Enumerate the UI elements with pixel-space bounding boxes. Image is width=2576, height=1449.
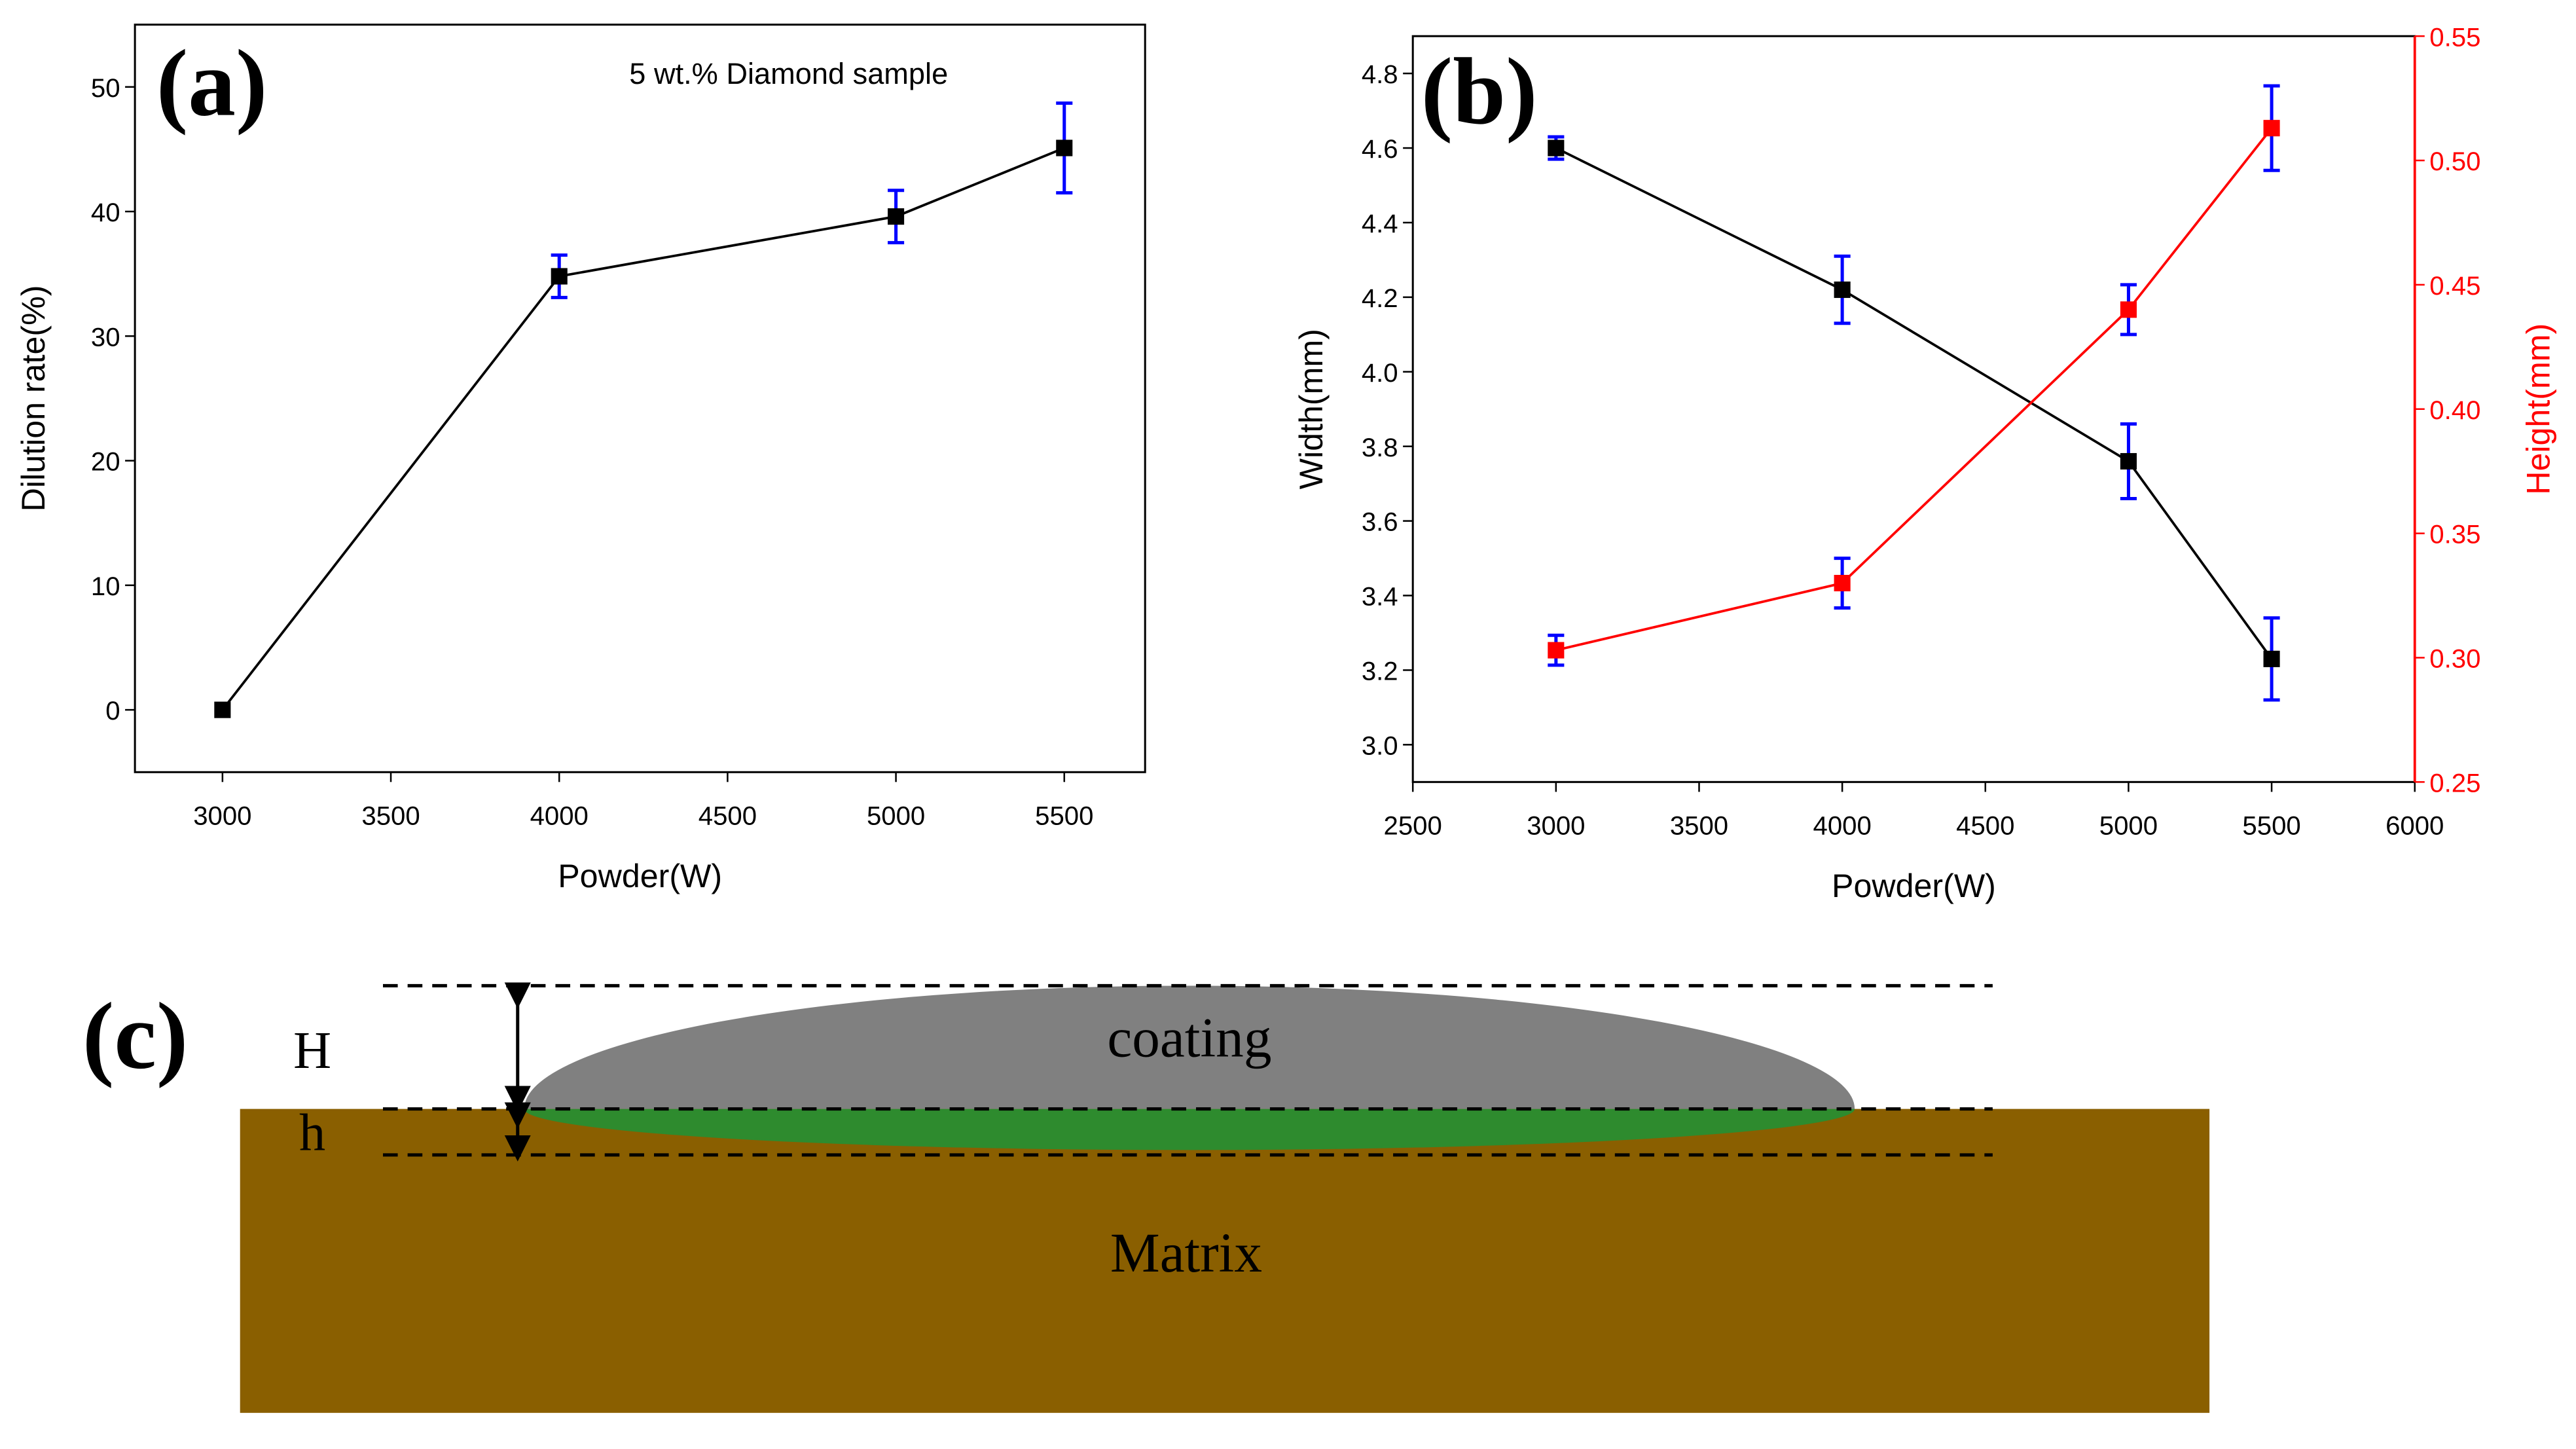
annotation: 5 wt.% Diamond sample — [629, 57, 948, 90]
y-axis-label: Width(mm) — [1293, 329, 1330, 489]
marker — [2120, 301, 2137, 318]
marker — [2263, 650, 2280, 667]
x-axis-label: Powder(W) — [558, 858, 722, 894]
x-tick-label: 3500 — [1670, 811, 1728, 841]
y-tick-label: 3.0 — [1362, 731, 1398, 760]
y2-axis-label: Height(mm) — [2520, 323, 2556, 495]
y-tick-label: 0 — [105, 696, 120, 725]
y-tick-label: 0.30 — [2429, 644, 2480, 674]
guides — [383, 983, 1993, 1157]
panel-label: (b) — [1421, 39, 1538, 144]
panel-label: (c) — [82, 983, 189, 1089]
y-tick-label: 0.45 — [2429, 271, 2480, 301]
y-tick-label: 40 — [91, 198, 120, 227]
y-tick-label: 4.4 — [1362, 209, 1398, 238]
y-tick-label: 10 — [91, 572, 120, 601]
label-H: H — [293, 1021, 331, 1080]
chart: 3000 3500 4000 4500 5000 5500 0 10 20 30 40 50 Powde… — [15, 24, 1146, 894]
marker — [1834, 281, 1851, 299]
marker — [2120, 452, 2137, 470]
panel-c: (c) H h coating Matrix — [82, 982, 2210, 1413]
x-tick-label: 6000 — [2386, 811, 2444, 841]
dilution-zone — [524, 1109, 1855, 1150]
x-tick-label: 2500 — [1384, 811, 1442, 841]
y-tick-label: 0.40 — [2429, 395, 2480, 425]
x-tick-label: 3500 — [361, 801, 420, 831]
matrix — [240, 1109, 2210, 1413]
marker — [1548, 642, 1565, 659]
coating — [524, 985, 1855, 1109]
y-tick-label: 30 — [91, 322, 120, 352]
x-tick-label: 4000 — [1813, 811, 1871, 841]
label-h: h — [299, 1103, 325, 1162]
x-tick-label: 5500 — [2242, 811, 2300, 841]
y-tick-label: 20 — [91, 447, 120, 477]
y-tick-label: 3.4 — [1362, 582, 1398, 612]
series-line — [1555, 147, 2273, 660]
x-tick-label: 5500 — [1035, 801, 1093, 831]
marker — [1834, 575, 1851, 592]
marker — [2263, 120, 2280, 137]
marker — [1548, 139, 1565, 156]
x-axis-label: Powder(W) — [1832, 868, 1996, 904]
series-line — [221, 147, 1065, 711]
y-tick-label: 3.2 — [1362, 657, 1398, 686]
y-tick-label: 4.8 — [1362, 60, 1398, 89]
marker — [214, 701, 231, 718]
panel-label: (a) — [156, 31, 268, 136]
x-tick-label: 5000 — [867, 801, 925, 831]
y-tick-label: 0.55 — [2429, 22, 2480, 52]
plot-frame — [134, 24, 1146, 773]
y-tick-label: 4.6 — [1362, 134, 1398, 164]
y-tick-label: 3.8 — [1362, 433, 1398, 462]
matrix-label: Matrix — [1110, 1222, 1262, 1284]
x-tick-label: 3000 — [1527, 811, 1585, 841]
marker — [551, 268, 568, 285]
marker — [888, 208, 905, 225]
marker — [1056, 139, 1073, 156]
y-axis-label: Dilution rate(%) — [15, 285, 52, 512]
x-tick-label: 4500 — [1956, 811, 2014, 841]
x-tick-label: 5000 — [2099, 811, 2158, 841]
coating-label: coating — [1107, 1007, 1271, 1069]
chart: 2500 3000 3500 4000 4500 5000 5500 6000 3.0 3.2 3.… — [1293, 22, 2556, 904]
y-tick-label: 0.25 — [2429, 768, 2480, 798]
y-tick-label: 4.0 — [1362, 358, 1398, 388]
y-tick-label: 4.2 — [1362, 284, 1398, 313]
y-tick-label: 3.6 — [1362, 507, 1398, 537]
series-line — [1555, 127, 2273, 651]
y-tick-label: 50 — [91, 73, 120, 103]
y-tick-label: 0.50 — [2429, 147, 2480, 176]
x-tick-label: 4000 — [530, 801, 589, 831]
y-tick-label: 0.35 — [2429, 520, 2480, 549]
x-tick-label: 3000 — [193, 801, 251, 831]
x-tick-label: 4500 — [698, 801, 757, 831]
